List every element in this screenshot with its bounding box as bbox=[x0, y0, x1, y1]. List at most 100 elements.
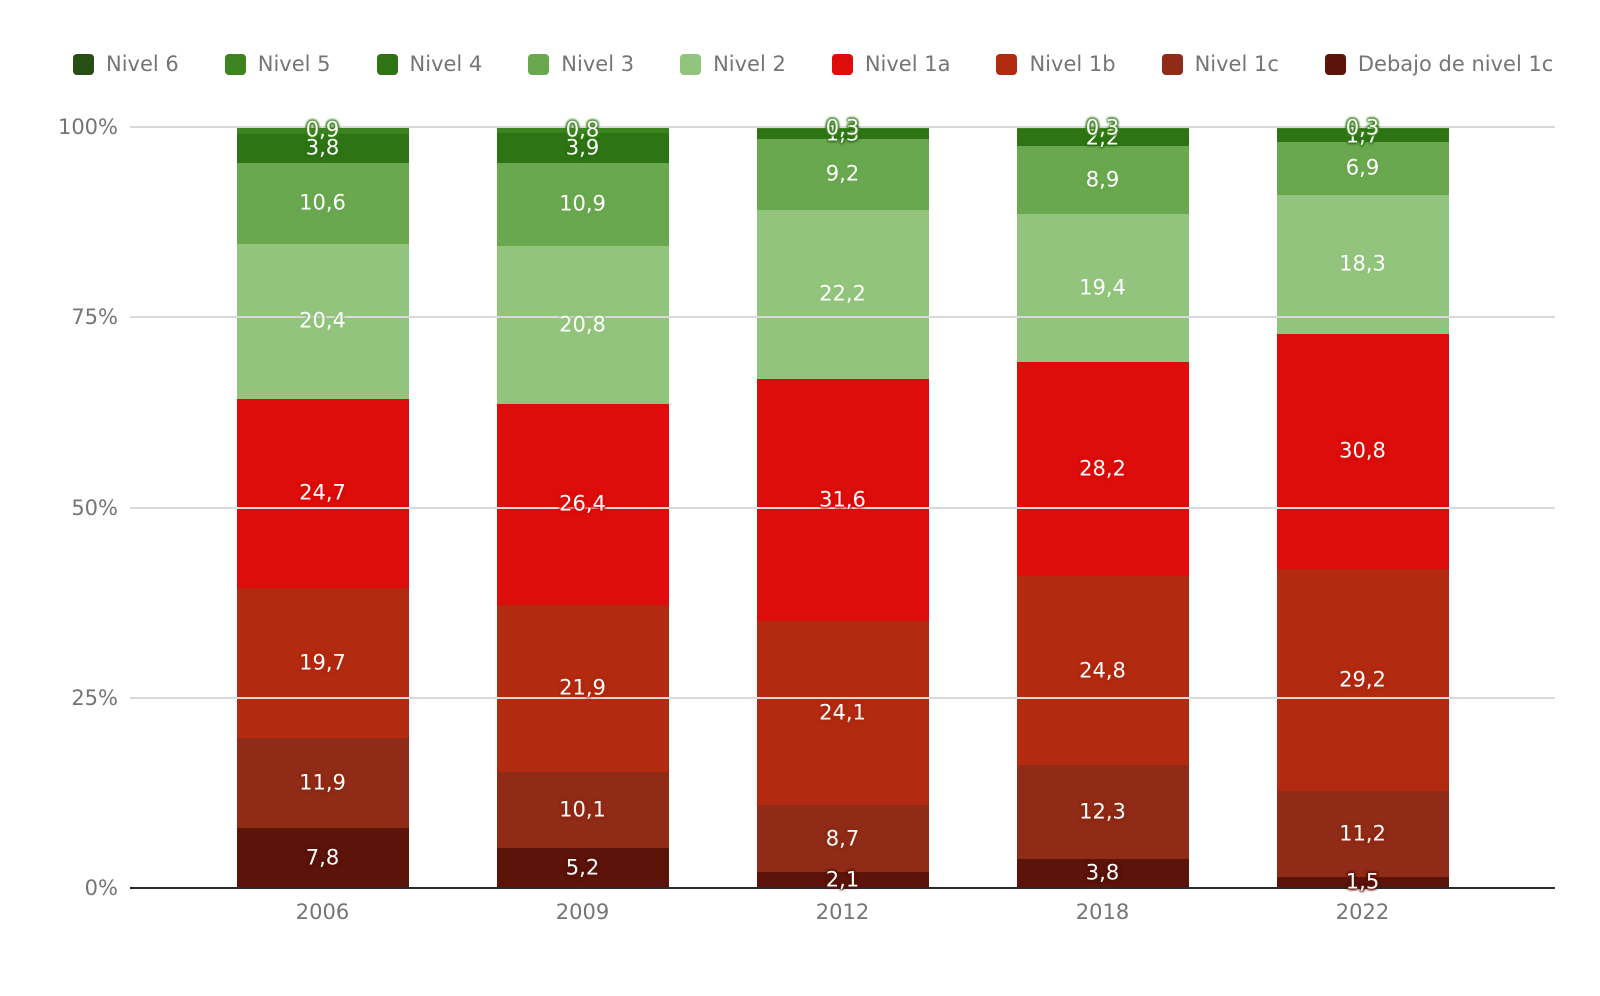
bar-segment-2012-nivel-3[interactable]: 9,2 bbox=[756, 139, 929, 210]
legend-swatch-icon bbox=[996, 53, 1018, 75]
legend-item-nivel-1b[interactable]: Nivel 1b bbox=[996, 51, 1116, 76]
bar-2009: 0,8 3,9 10,9 20,8 26,4 21,9 10,1 5,2 bbox=[496, 118, 669, 888]
legend-item-label: Nivel 1c bbox=[1194, 51, 1279, 76]
segment-value-label: 10,1 bbox=[559, 797, 606, 822]
bar-segment-2009-nivel-1c[interactable]: 10,1 bbox=[496, 771, 669, 849]
legend-item-label: Nivel 4 bbox=[409, 51, 483, 76]
segment-value-label: 24,8 bbox=[1079, 658, 1126, 683]
bar-segment-2009-nivel-3[interactable]: 10,9 bbox=[496, 162, 669, 246]
bar-segment-2018-nivel-2[interactable]: 19,4 bbox=[1016, 213, 1189, 362]
bar-segment-2012-nivel-4[interactable]: 1,3 bbox=[756, 122, 929, 145]
legend-item-nivel-2[interactable]: Nivel 2 bbox=[680, 53, 786, 75]
segment-value-label: 28,2 bbox=[1079, 456, 1126, 481]
segment-value-label: 24,7 bbox=[299, 480, 346, 505]
bar-segment-2018-nivel-1b[interactable]: 24,8 bbox=[1016, 576, 1189, 766]
bar-segment-2006-nivel-2[interactable]: 20,4 bbox=[236, 243, 409, 400]
bar-segment-2009-nivel-2[interactable]: 20,8 bbox=[496, 245, 669, 404]
segment-value-label: 8,9 bbox=[1085, 167, 1120, 192]
gridline-25 bbox=[130, 696, 1555, 699]
y-tick-label-0: 0% bbox=[84, 876, 118, 900]
legend-swatch-icon bbox=[528, 53, 550, 75]
segment-value-label: 19,7 bbox=[299, 650, 346, 675]
bar-segment-2009-nivel-1b[interactable]: 21,9 bbox=[496, 604, 669, 772]
bar-segment-2006-nivel-3[interactable]: 10,6 bbox=[236, 162, 409, 244]
x-axis-line bbox=[130, 887, 1555, 889]
bar-segment-2022-nivel-1a[interactable]: 30,8 bbox=[1276, 334, 1449, 569]
bar-segment-2018-nivel-1c[interactable]: 12,3 bbox=[1016, 765, 1189, 859]
segment-value-label: 19,4 bbox=[1079, 275, 1126, 300]
segment-value-label: 20,4 bbox=[299, 308, 346, 333]
segment-value-label: 26,4 bbox=[559, 491, 606, 516]
segment-value-label: 12,3 bbox=[1079, 799, 1126, 824]
segment-value-label: 30,8 bbox=[1339, 438, 1386, 463]
bar-segment-2006-debajo-de-nivel-1c[interactable]: 7,8 bbox=[236, 828, 409, 888]
y-tick-label-25: 25% bbox=[71, 685, 118, 710]
segment-value-label: 24,1 bbox=[819, 700, 866, 725]
bar-segment-2018-nivel-4[interactable]: 2,2 bbox=[1016, 126, 1189, 149]
bar-segment-2009-debajo-de-nivel-1c[interactable]: 5,2 bbox=[496, 848, 669, 888]
bar-segment-2012-nivel-2[interactable]: 22,2 bbox=[756, 209, 929, 380]
bar-segment-2012-nivel-1c[interactable]: 8,7 bbox=[756, 805, 929, 872]
plot-area: 0,9 3,8 10,6 20,4 24,7 19,7 11,9 7,8 0,8 3,9 10,9 2… bbox=[130, 116, 1555, 893]
segment-value-label: 7,8 bbox=[305, 845, 340, 870]
legend-swatch-icon bbox=[680, 53, 702, 75]
x-tick-label-2006: 2006 bbox=[295, 900, 350, 924]
legend-swatch-icon bbox=[376, 53, 398, 75]
legend: Nivel 6 Nivel 5 Nivel 4 Nivel 3 Nivel 2 Nivel… bbox=[73, 50, 1553, 78]
segment-value-label: 10,6 bbox=[299, 190, 346, 215]
segment-value-label: 5,2 bbox=[565, 855, 600, 880]
segment-value-label: 6,9 bbox=[1345, 155, 1380, 180]
segment-value-label: 8,7 bbox=[825, 826, 860, 851]
bar-segment-2022-nivel-4[interactable]: 1,7 bbox=[1276, 124, 1449, 147]
bar-segment-2006-nivel-5[interactable]: 0,9 bbox=[236, 118, 409, 141]
legend-item-nivel-6[interactable]: Nivel 6 bbox=[73, 51, 179, 76]
bar-segment-2018-nivel-3[interactable]: 8,9 bbox=[1016, 146, 1189, 214]
bar-segment-2006-nivel-1b[interactable]: 19,7 bbox=[236, 587, 409, 738]
y-axis: 0% 25% 50% 75% 100% bbox=[0, 0, 118, 996]
bar-segment-2018-nivel-1a[interactable]: 28,2 bbox=[1016, 361, 1189, 577]
bar-segment-2012-nivel-1b[interactable]: 24,1 bbox=[756, 621, 929, 806]
bar-segment-2022-nivel-1b[interactable]: 29,2 bbox=[1276, 568, 1449, 792]
legend-item-nivel-1a[interactable]: Nivel 1a bbox=[831, 51, 951, 76]
segment-value-label: 9,2 bbox=[825, 161, 860, 186]
legend-swatch-icon bbox=[224, 53, 246, 75]
segment-value-label: 11,9 bbox=[299, 770, 346, 795]
bar-segment-2006-nivel-1c[interactable]: 11,9 bbox=[236, 737, 409, 829]
segment-value-label: 3,9 bbox=[565, 135, 600, 160]
bar-segment-2009-nivel-1a[interactable]: 26,4 bbox=[496, 403, 669, 605]
bar-segment-2022-nivel-1c[interactable]: 11,2 bbox=[1276, 791, 1449, 877]
gridline-75 bbox=[130, 316, 1555, 319]
segment-value-label: 18,3 bbox=[1339, 251, 1386, 276]
legend-item-nivel-3[interactable]: Nivel 3 bbox=[528, 51, 635, 76]
legend-swatch-icon bbox=[1324, 53, 1346, 75]
legend-item-nivel-5[interactable]: Nivel 5 bbox=[224, 51, 331, 76]
legend-item-label: Nivel 3 bbox=[561, 51, 635, 76]
segment-value-label: 3,8 bbox=[1085, 860, 1120, 885]
bar-segment-2006-nivel-1a[interactable]: 24,7 bbox=[236, 399, 409, 588]
legend-item-label: Nivel 1b bbox=[1029, 51, 1116, 76]
legend-item-label: Nivel 6 bbox=[106, 51, 179, 76]
legend-item-label: Nivel 5 bbox=[257, 51, 331, 76]
bar-segment-2022-nivel-2[interactable]: 18,3 bbox=[1276, 194, 1449, 335]
legend-item-nivel-4[interactable]: Nivel 4 bbox=[376, 51, 483, 76]
bar-segment-2012-debajo-de-nivel-1c[interactable]: 2,1 bbox=[756, 868, 929, 891]
x-axis: 2006 2009 2012 2018 2022 bbox=[130, 900, 1555, 930]
legend-item-debajo-de-nivel-1c[interactable]: Debajo de nivel 1c bbox=[1324, 51, 1554, 76]
bar-segment-2022-nivel-3[interactable]: 6,9 bbox=[1276, 142, 1449, 195]
segment-value-label: 10,9 bbox=[559, 191, 606, 216]
legend-item-label: Debajo de nivel 1c bbox=[1357, 51, 1554, 76]
legend-swatch-icon bbox=[831, 53, 853, 75]
bar-segment-2009-nivel-4[interactable]: 3,9 bbox=[496, 133, 669, 163]
bar-2018: 0,3 2,2 8,9 19,4 28,2 24,8 12,3 3,8 bbox=[1016, 116, 1189, 888]
gridline-50 bbox=[130, 506, 1555, 509]
legend-swatch-icon bbox=[1161, 53, 1183, 75]
segment-value-label: 11,2 bbox=[1339, 821, 1386, 846]
legend-item-label: Nivel 1a bbox=[864, 51, 951, 76]
bar-segment-2006-nivel-4[interactable]: 3,8 bbox=[236, 133, 409, 163]
legend-item-nivel-1c[interactable]: Nivel 1c bbox=[1161, 51, 1279, 76]
bar-segment-2012-nivel-1a[interactable]: 31,6 bbox=[756, 379, 929, 622]
bar-segment-2018-debajo-de-nivel-1c[interactable]: 3,8 bbox=[1016, 859, 1189, 888]
gridline-100 bbox=[130, 126, 1555, 128]
x-tick-label-2009: 2009 bbox=[555, 900, 610, 924]
